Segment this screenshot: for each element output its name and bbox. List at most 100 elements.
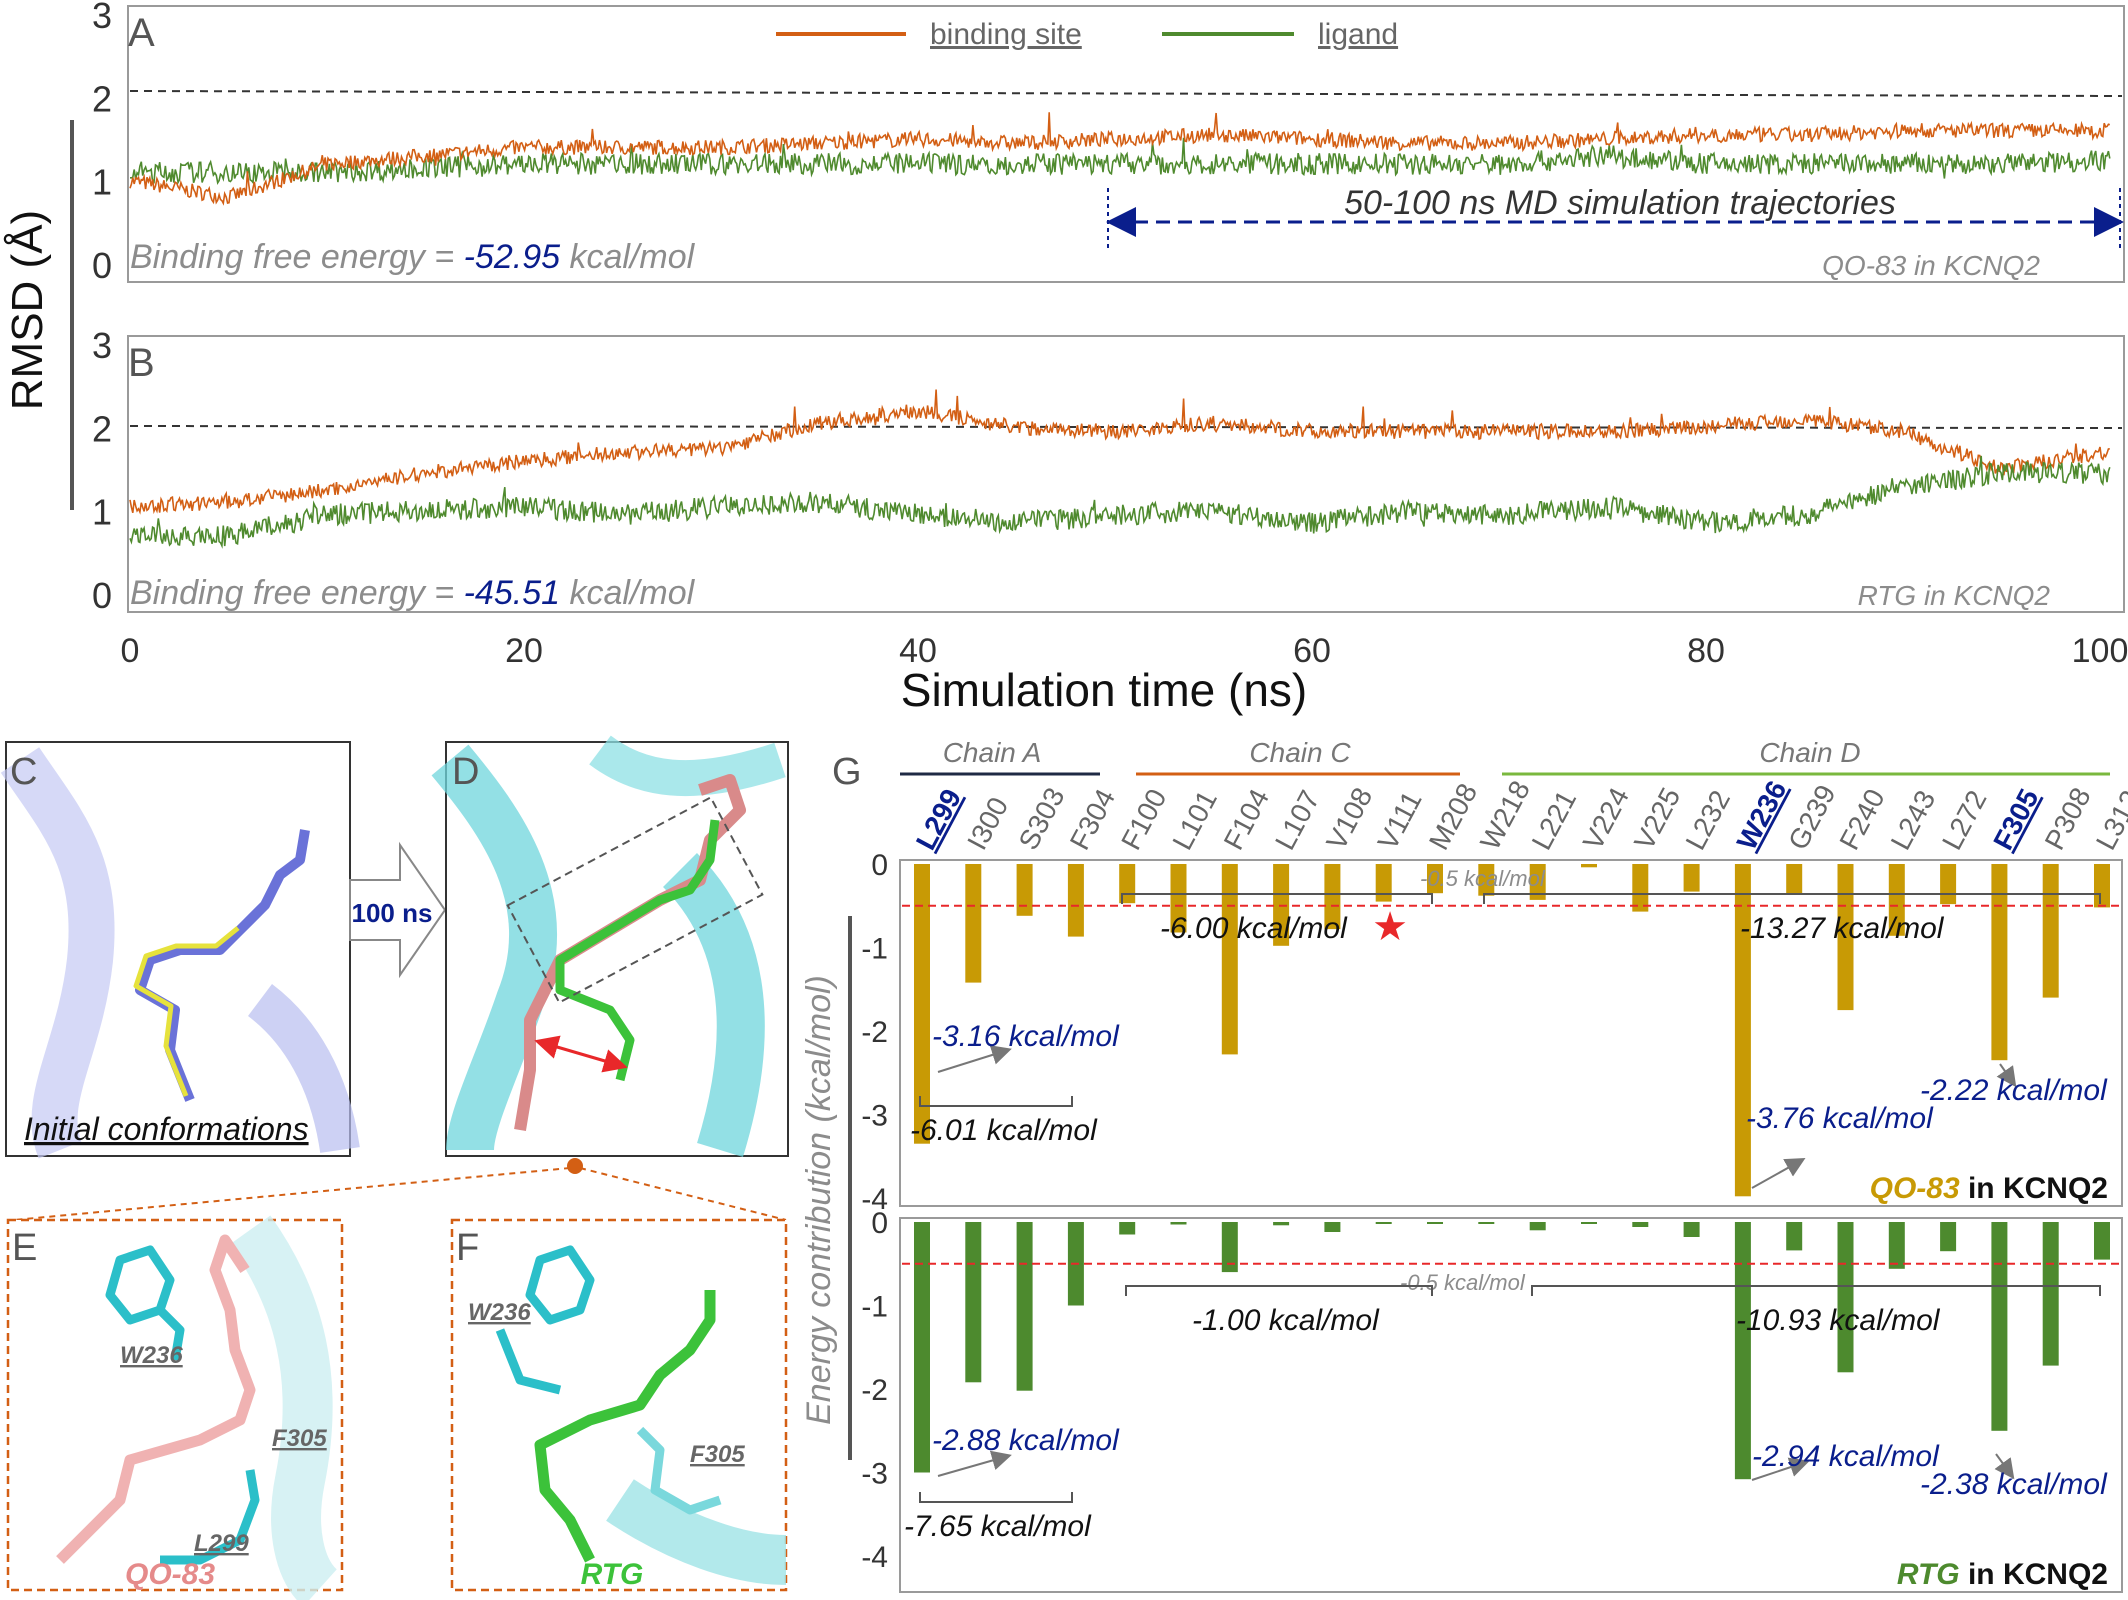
energy-bar [1324, 864, 1341, 930]
panel-b-ligand-series [129, 455, 2111, 549]
rmsd-y-tick: 1 [92, 162, 112, 203]
rmsd-x-tick: 40 [899, 632, 937, 670]
energy-bar [2094, 1222, 2110, 1260]
panel-f-letter: F [456, 1227, 479, 1269]
top-l299-arrow [937, 1045, 1012, 1073]
residue-label: L312 [2090, 785, 2128, 855]
top-w236-arrow [1751, 1158, 1806, 1189]
panel-a-binding-site-series [129, 112, 2111, 206]
energy-chart: G Chain A Chain C Chain D L299I300S303F3… [800, 737, 2128, 1593]
panel-a-frame [127, 5, 2125, 283]
bottom-w236-arrow [1751, 1457, 1810, 1481]
rmsd-x-label: Simulation time (ns) [901, 664, 1307, 716]
rmsd-x-tick: 100 [2072, 632, 2128, 670]
c-to-d-arrow: 100 ns [349, 841, 447, 979]
top-bracket-c [1121, 893, 1433, 904]
panel-d-ligand-rtg [555, 819, 720, 1082]
energy-bar [1734, 864, 1751, 1197]
energy-bar [1273, 1222, 1290, 1226]
residue-label: L107 [1269, 785, 1326, 855]
rmsd-y-tick: 1 [92, 492, 112, 533]
energy-bar [1632, 1222, 1649, 1227]
zoom-origin-dot [567, 1158, 583, 1174]
energy-bar [1324, 1222, 1341, 1232]
top-f305-value: -2.22 kcal/mol [1920, 1074, 2108, 1107]
residue-label: F104 [1218, 784, 1275, 855]
panel-d-distance-arrow [534, 1035, 628, 1073]
panel-e-helix [229, 1215, 339, 1600]
chain-a-label: Chain A [943, 737, 1042, 768]
panel-f-label-w236: W236 [468, 1299, 531, 1326]
panel-e-label-l299: L299 [194, 1530, 249, 1557]
residue-label: L243 [1885, 785, 1942, 855]
energy-y-tick: -3 [861, 1100, 888, 1133]
panel-d-helix-2 [662, 853, 765, 1158]
c-to-d-arrow-label: 100 ns [352, 898, 433, 928]
legend-binding-site-label: binding site [930, 18, 1082, 51]
panel-c-helix-1 [0, 747, 115, 1159]
panel-c-caption: Initial conformations [24, 1111, 309, 1147]
panel-e-l299 [160, 1469, 260, 1565]
energy-bar [1375, 1222, 1392, 1224]
residue-labels: L299I300S303F304F100L101F104L107V108V111… [910, 776, 2128, 855]
panel-c-ligand-initial [135, 829, 310, 1102]
energy-y-tick: -2 [861, 1374, 888, 1407]
energy-y-tick: -4 [861, 1541, 888, 1574]
energy-bar [1016, 1222, 1033, 1391]
residue-label: I300 [961, 792, 1014, 855]
panel-f-label-f305: F305 [690, 1441, 745, 1468]
energy-bar [1888, 864, 1905, 936]
energy-bar [1221, 864, 1238, 1055]
residue-label: L272 [1936, 785, 1993, 855]
panel-a-window-label: 50-100 ns MD simulation trajectories [1344, 184, 1896, 222]
energy-bar [1170, 864, 1187, 933]
top-w236-value: -3.76 kcal/mol [1746, 1102, 1934, 1135]
bottom-bars [914, 1222, 2110, 1480]
energy-bar [2042, 864, 2059, 998]
top-plot-frame [899, 859, 2123, 1207]
panel-d-helix-1 [431, 744, 558, 1152]
residue-label: L299 [910, 784, 967, 855]
energy-bar [1786, 1222, 1803, 1251]
zoom-line-left [13, 1167, 571, 1221]
energy-y-label: Energy contribution (kcal/mol) [800, 975, 838, 1425]
panel-b-y-ticks: 0 1 2 3 [92, 325, 112, 616]
panel-a-energy: Binding free energy = -52.95 kcal/mol [130, 238, 696, 276]
energy-bar [1837, 864, 1854, 1011]
energy-bar [1067, 864, 1084, 937]
panel-e-label-f305: F305 [272, 1425, 327, 1452]
energy-bar [1016, 864, 1033, 916]
rmsd-x-ticks: 0 20 40 60 80 100 [121, 632, 2128, 670]
energy-bar [1991, 864, 2008, 1061]
energy-bar [1581, 864, 1597, 868]
bottom-f305-arrow [1994, 1453, 2015, 1480]
top-ref-label: -0.5 kcal/mol [1420, 866, 1546, 891]
top-l299-value: -3.16 kcal/mol [932, 1020, 1120, 1053]
energy-bar [1529, 1222, 1546, 1231]
energy-bar [1940, 864, 1957, 905]
panel-e: E W236 F305 L299 QO-83 [6, 1215, 344, 1600]
energy-bar [1221, 1222, 1238, 1273]
panel-e-ligand-name: QO-83 [125, 1558, 215, 1591]
rmsd-y-tick: 3 [92, 325, 112, 366]
energy-bar [2094, 864, 2110, 908]
chain-d-label: Chain D [1759, 737, 1860, 768]
energy-bar [1427, 864, 1443, 894]
top-y-ticks: 0 -1 -2 -3 -4 [861, 849, 888, 1216]
panel-a-ligand-series [130, 137, 2111, 185]
legend-ligand-label: ligand [1318, 18, 1398, 51]
rmsd-y-tick: 3 [92, 0, 112, 36]
residue-label: P308 [2039, 783, 2097, 855]
top-group-a: -6.01 kcal/mol [910, 1114, 1098, 1147]
panel-b-system: RTG in KCNQ2 [1858, 580, 2051, 611]
top-bars [914, 864, 2110, 1197]
panel-d-highlight-box [506, 796, 764, 1004]
panel-a-letter: A [128, 11, 155, 55]
bottom-plot-frame [899, 1217, 2123, 1593]
rmsd-y-tick: 0 [92, 575, 112, 616]
chain-c-label: Chain C [1249, 737, 1351, 768]
energy-bar [1119, 1222, 1136, 1235]
energy-y-tick: 0 [871, 1207, 888, 1240]
energy-y-tick: -3 [861, 1458, 888, 1491]
